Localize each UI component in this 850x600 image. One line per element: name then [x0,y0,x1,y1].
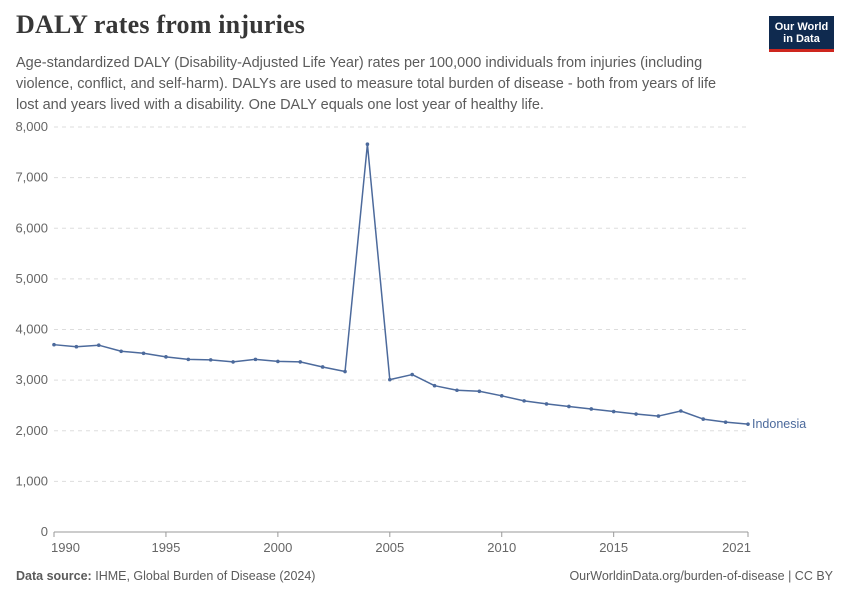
data-point[interactable] [567,404,571,409]
data-point[interactable] [253,357,258,362]
y-tick-label: 4,000 [15,322,48,337]
x-tick-label: 2021 [722,540,751,555]
data-point[interactable] [544,402,549,406]
series-line[interactable] [53,143,749,425]
y-tick-label: 0 [41,524,48,539]
data-point[interactable] [589,407,594,411]
x-tick-label: 1995 [151,540,180,555]
data-point[interactable] [276,359,280,364]
x-tick-label: 2005 [375,540,404,555]
chart-title: DALY rates from injuries [16,10,306,39]
data-point[interactable] [723,420,728,424]
data-point[interactable] [164,355,168,359]
logo-line-1: Our World [774,21,829,33]
data-point[interactable] [96,343,101,347]
axes: 0 1,000 2,000 3,000 4,000 5,000 6,000 7,000 8,00… [15,119,751,555]
data-point[interactable] [499,394,504,398]
data-point[interactable] [477,389,482,394]
data-point[interactable] [186,357,191,362]
data-point[interactable] [701,417,706,421]
data-point[interactable] [343,369,347,374]
data-source-text[interactable]: IHME, Global Burden of Disease (2024) [95,569,316,583]
data-point[interactable] [522,399,526,403]
y-tick-label: 6,000 [15,220,48,235]
x-tick-label: 1990 [51,540,80,555]
data-point[interactable] [611,409,616,414]
data-point[interactable] [388,377,392,382]
data-point[interactable] [231,360,235,364]
y-tick-label: 5,000 [15,271,48,286]
data-point[interactable] [746,422,750,426]
data-point[interactable] [455,388,459,393]
data-point[interactable] [365,142,370,147]
grid-lines [54,126,748,482]
data-point[interactable] [656,414,661,418]
data-point[interactable] [52,342,56,347]
chart-subtitle: Age-standardized DALY (Disability-Adjust… [16,55,717,113]
x-tick-label: 2000 [263,540,292,555]
series-label-indonesia[interactable]: Indonesia [752,417,806,431]
y-tick-label: 1,000 [15,473,48,488]
y-tick-label: 7,000 [15,170,48,185]
data-point[interactable] [320,365,325,369]
data-source: Data source: IHME, Global Burden of Dise… [16,569,315,583]
series-layer: Indonesia [52,142,806,431]
y-tick-label: 8,000 [15,119,48,134]
data-point[interactable] [679,409,683,413]
data-point[interactable] [634,412,638,416]
owid-logo[interactable]: Our World in Data [769,16,834,52]
source-url[interactable]: OurWorldinData.org/burden-of-disease | C… [569,569,833,583]
data-point[interactable] [74,344,79,349]
data-point[interactable] [119,349,123,354]
y-tick-label: 3,000 [15,372,48,387]
data-point[interactable] [410,372,414,377]
data-point[interactable] [298,360,303,364]
y-tick-label: 2,000 [15,423,48,438]
data-point[interactable] [141,351,146,356]
data-point[interactable] [208,358,213,362]
logo-line-2: in Data [783,33,820,45]
data-source-label: Data source: [16,569,92,583]
x-tick-label: 2015 [599,540,628,555]
data-point[interactable] [432,383,437,388]
x-tick-label: 2010 [487,540,516,555]
